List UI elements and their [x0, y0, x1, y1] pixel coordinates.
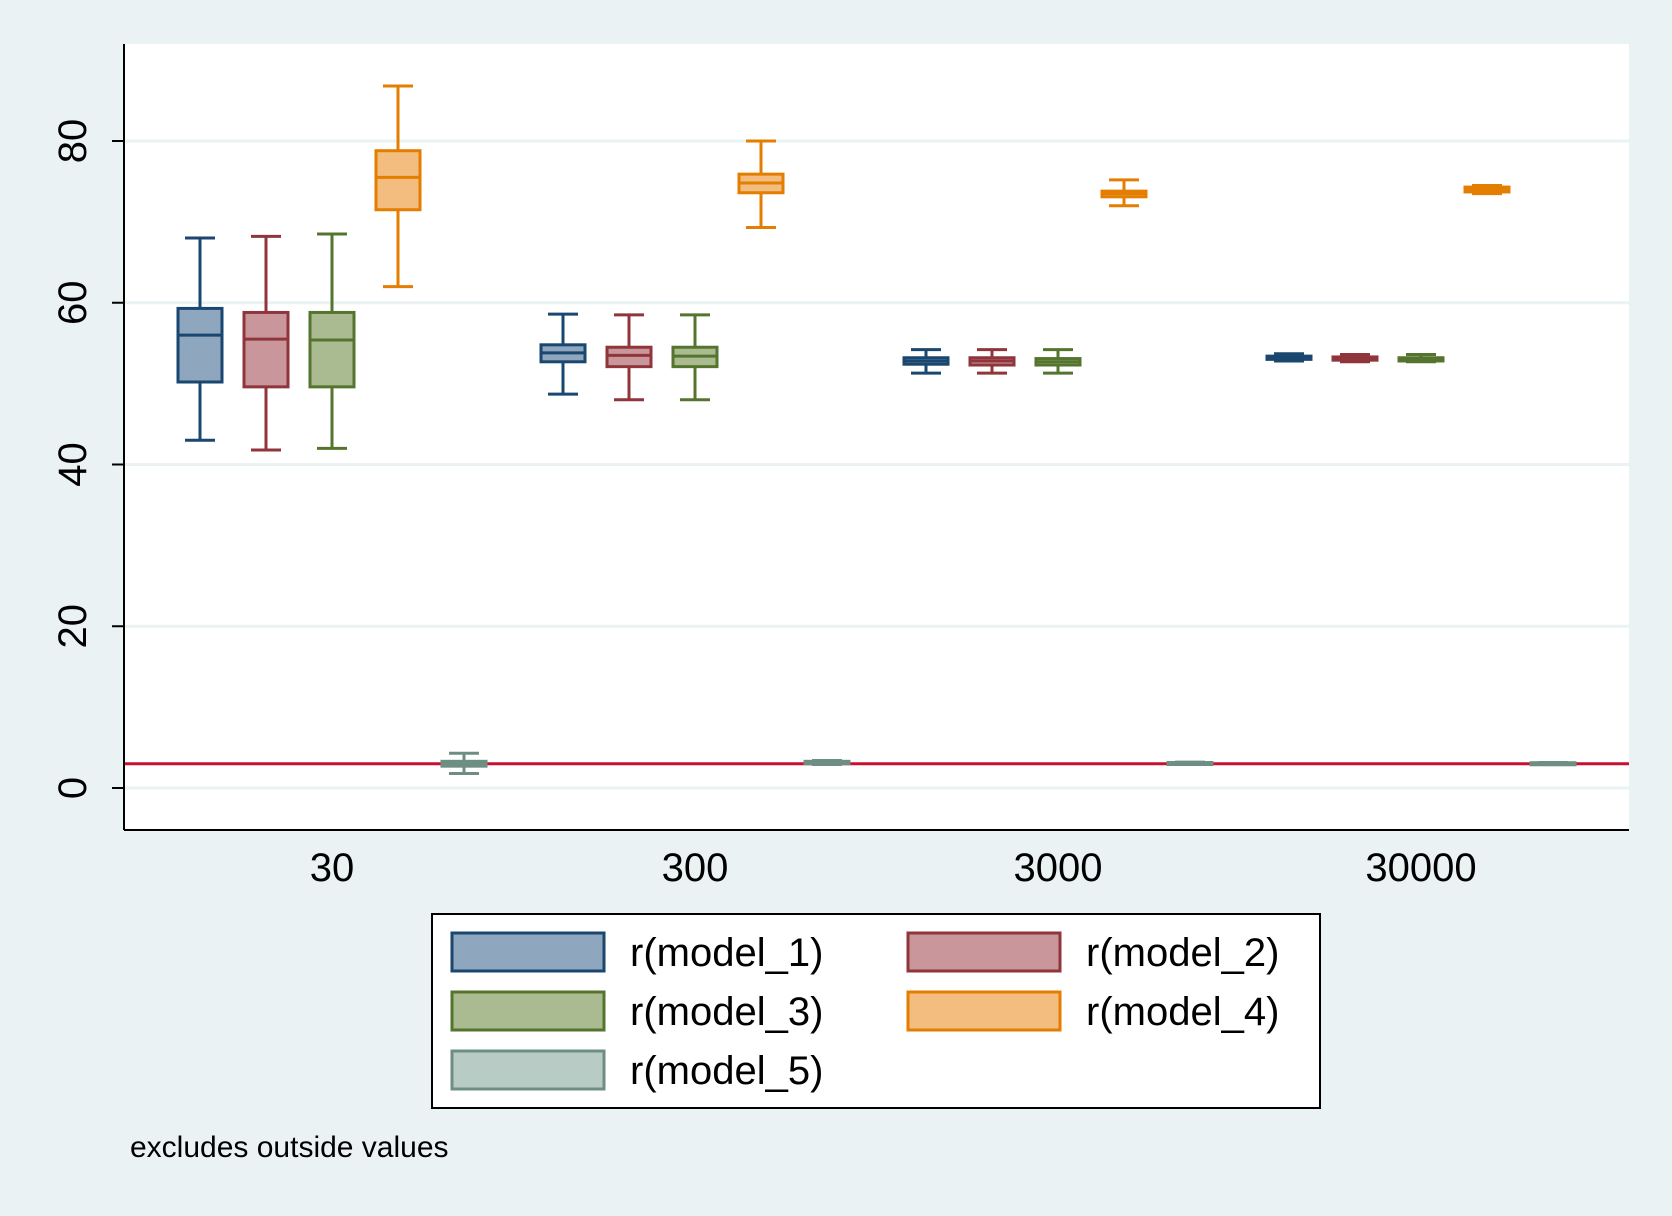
- box-r(model_2): [605, 313, 653, 402]
- y-tick-label: 80: [51, 119, 95, 164]
- legend-label: r(model_5): [630, 1049, 823, 1093]
- legend-entries: r(model_1) r(model_2) r(model_3) r(model_4)…: [450, 931, 1279, 1093]
- y-tick-label: 0: [51, 777, 95, 799]
- box-r(model_1): [902, 348, 950, 375]
- y-tick-label: 60: [51, 281, 95, 326]
- grid-lines: [124, 139, 1629, 790]
- y-tick-label: 20: [51, 604, 95, 649]
- legend: r(model_1) r(model_2) r(model_3) r(model_4)…: [431, 913, 1321, 1109]
- box-r(model_4): [737, 139, 785, 230]
- box-r(model_4): [1100, 178, 1148, 208]
- box-body: [176, 306, 224, 384]
- box-r(model_5): [803, 759, 851, 767]
- box-body: [374, 149, 422, 212]
- legend-swatch: [450, 990, 606, 1032]
- plot-area: [124, 44, 1629, 830]
- legend-swatch: [906, 990, 1062, 1032]
- box-r(model_3): [1034, 348, 1082, 375]
- box-r(model_1): [1265, 352, 1313, 363]
- legend-swatch: [906, 931, 1062, 973]
- box-r(model_2): [1331, 353, 1379, 364]
- box-r(model_1): [539, 312, 587, 396]
- legend-item: r(model_2): [906, 931, 1279, 975]
- box-r(model_4): [374, 84, 422, 289]
- legend-swatch: [450, 1049, 606, 1091]
- note-text: excludes outside values: [130, 1131, 449, 1164]
- legend-label: r(model_3): [630, 990, 823, 1034]
- x-tick-label: 3000: [1014, 846, 1103, 890]
- box-r(model_5): [1529, 761, 1577, 767]
- legend-swatch: [450, 931, 606, 973]
- box-body: [605, 345, 653, 369]
- x-tick-label: 30000: [1365, 846, 1476, 890]
- y-tick-label: 40: [51, 442, 95, 487]
- box-r(model_2): [968, 348, 1016, 375]
- box-r(model_3): [308, 232, 356, 450]
- box-r(model_3): [671, 313, 719, 402]
- box-r(model_3): [1397, 353, 1445, 364]
- box-r(model_1): [176, 236, 224, 442]
- box-body: [242, 310, 290, 389]
- box-r(model_4): [1463, 183, 1511, 196]
- box-layer: [176, 84, 1577, 775]
- legend-item: r(model_5): [450, 1049, 823, 1093]
- legend-label: r(model_2): [1086, 931, 1279, 975]
- box-r(model_5): [1166, 760, 1214, 767]
- y-axis-ticks: 0 20 40 60 80: [51, 119, 124, 799]
- box-body: [308, 310, 356, 389]
- legend-label: r(model_4): [1086, 990, 1279, 1034]
- x-tick-label: 30: [310, 846, 355, 890]
- legend-item: r(model_4): [906, 990, 1279, 1034]
- legend-label: r(model_1): [630, 931, 823, 975]
- box-r(model_2): [242, 234, 290, 452]
- legend-item: r(model_3): [450, 990, 823, 1034]
- x-tick-label: 300: [662, 846, 729, 890]
- legend-item: r(model_1): [450, 931, 823, 975]
- x-axis-ticks: 30 300 3000 30000: [310, 846, 1477, 890]
- box-r(model_5): [440, 751, 488, 775]
